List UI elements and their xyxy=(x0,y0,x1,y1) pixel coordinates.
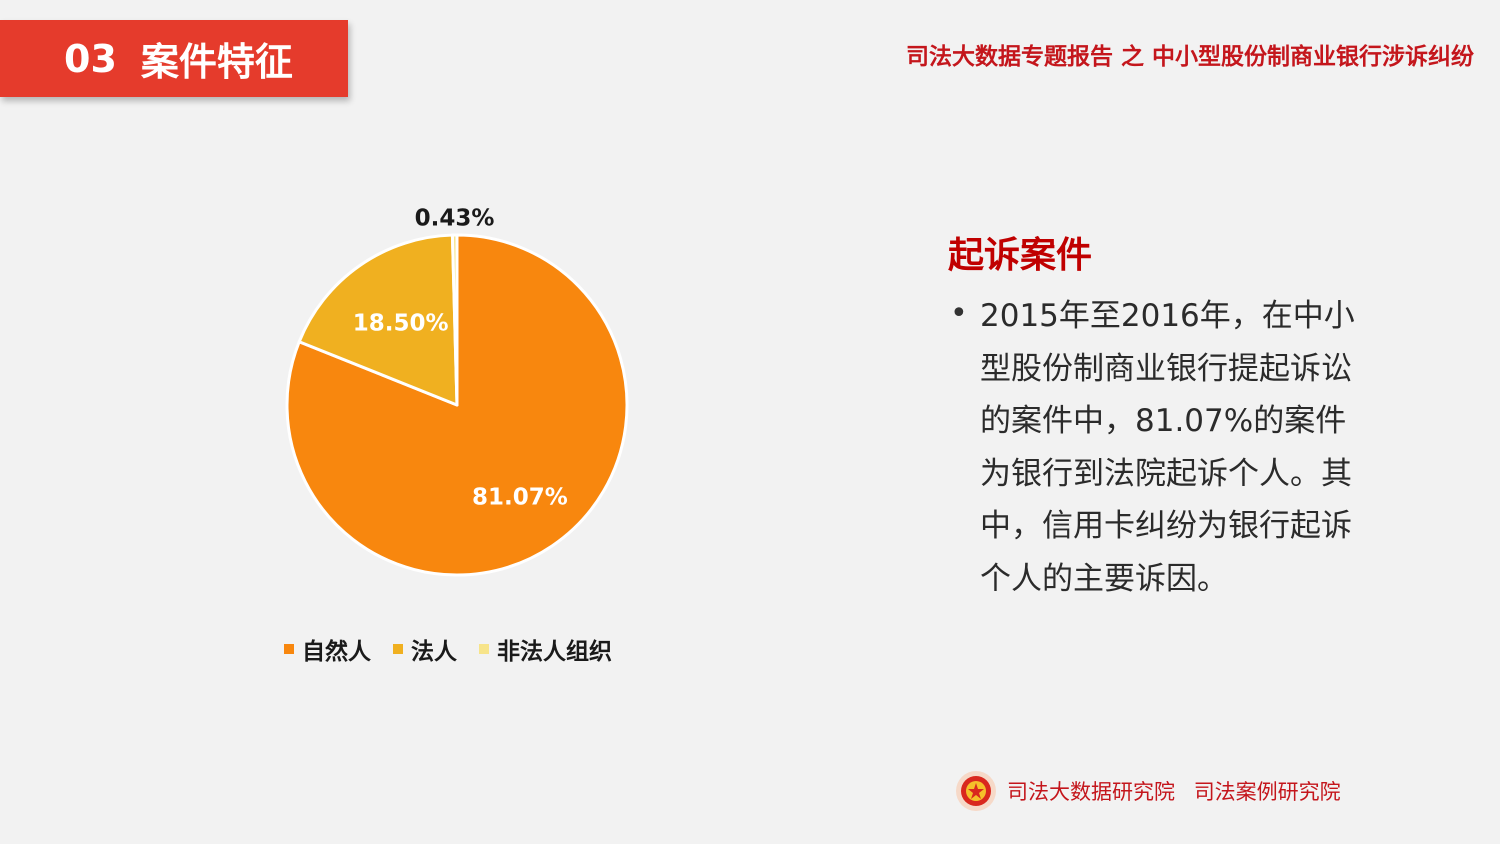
report-title: 司法大数据专题报告 之 中小型股份制商业银行涉诉纠纷 xyxy=(905,44,1474,70)
slice-data-label: 18.50% xyxy=(353,311,449,337)
slice-unincorporated-org xyxy=(450,233,459,407)
section-number: 03 xyxy=(64,36,117,81)
footer-org-1: 司法大数据研究院 xyxy=(1007,780,1175,804)
footer-org-2: 司法案例研究院 xyxy=(1193,780,1341,804)
slice-data-label: 0.43% xyxy=(415,206,495,232)
legend-item-natural-person: 自然人 xyxy=(284,632,371,666)
pie-slices xyxy=(285,233,629,577)
legend-label: 非法人组织 xyxy=(497,639,612,665)
court-emblem-icon xyxy=(956,771,996,811)
legend-swatch xyxy=(479,644,489,654)
slice-legal-person xyxy=(297,233,459,407)
slice-natural-person xyxy=(285,233,629,577)
bullet-marker: • xyxy=(950,296,968,331)
legend-label: 自然人 xyxy=(302,639,371,665)
legend-swatch xyxy=(393,644,403,654)
legend-label: 法人 xyxy=(411,639,457,665)
legend-swatch xyxy=(284,644,294,654)
pie-chart: 81.07% 18.50% 0.43% xyxy=(285,206,629,577)
pie-labels: 81.07% 18.50% 0.43% xyxy=(353,206,568,511)
legend-item-legal-person: 法人 xyxy=(393,632,457,666)
slice-data-label: 81.07% xyxy=(472,484,568,510)
legend-item-unincorporated-org: 非法人组织 xyxy=(479,632,612,666)
footer: 司法大数据研究院 司法案例研究院 xyxy=(955,770,1341,812)
chart-legend: 自然人 法人 非法人组织 xyxy=(284,632,612,666)
text-heading: 起诉案件 xyxy=(948,235,1093,276)
section-tab: 03 案件特征 xyxy=(0,20,348,97)
bullet-text: 2015年至2016年，在中小型股份制商业银行提起诉讼的案件中，81.07%的案… xyxy=(980,298,1355,597)
section-title: 案件特征 xyxy=(140,40,293,84)
